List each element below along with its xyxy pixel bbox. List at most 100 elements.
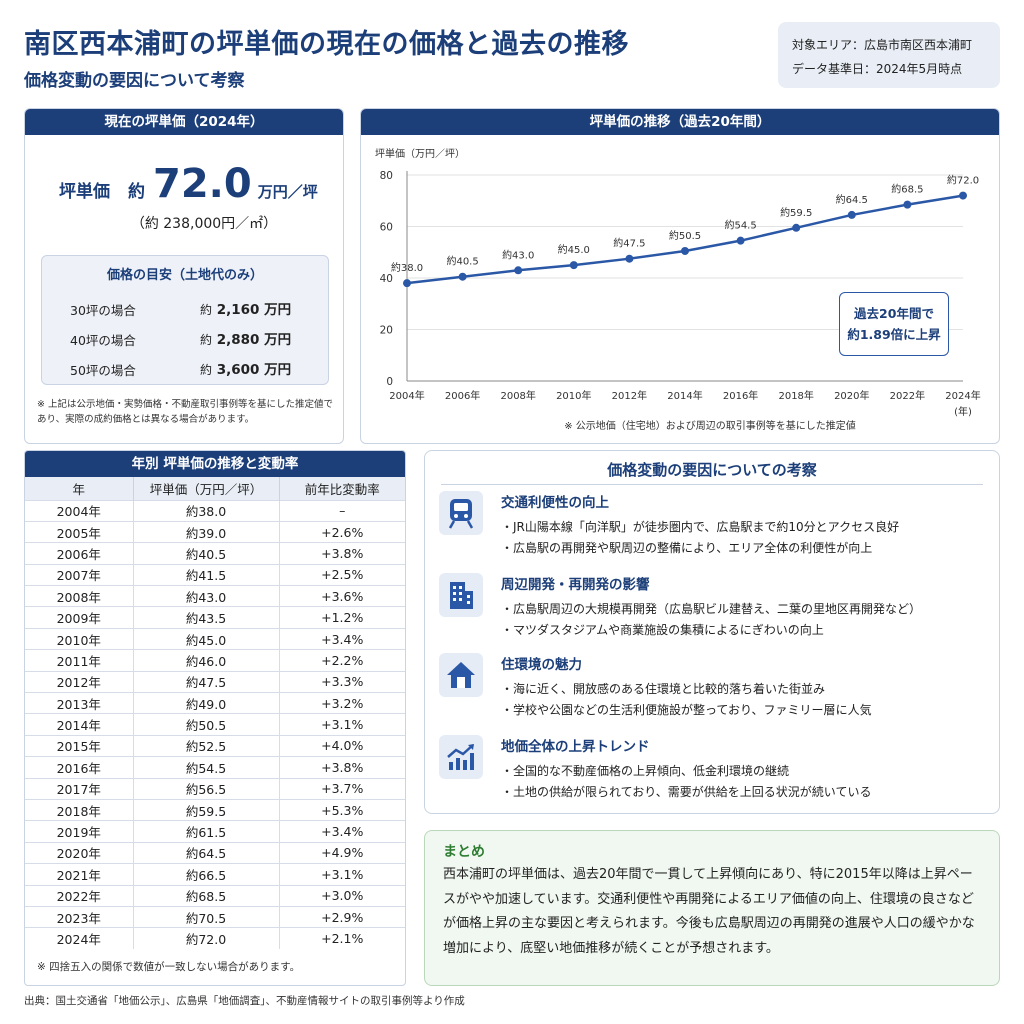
data-point xyxy=(569,261,578,270)
change-cell: +2.5% xyxy=(279,563,405,586)
factor-point: ・広島駅の再開発や駅周辺の整備により、エリア全体の利便性が向上 xyxy=(501,541,873,555)
change-cell: +4.9% xyxy=(279,841,405,864)
table-row: 2009年 約43.5 +1.2% xyxy=(25,606,405,629)
change-cell: +3.6% xyxy=(279,585,405,607)
factor-point: ・全国的な不動産価格の上昇傾向、低金利環境の継続 xyxy=(501,764,790,778)
x-tick-label: 2022年 xyxy=(890,389,925,402)
factor-title: 周辺開発・再開発の影響 xyxy=(501,577,650,593)
price-cell: 約43.0 xyxy=(133,585,280,607)
price-cell: 約72.0 xyxy=(133,927,280,950)
guide-label: 40坪の場合 xyxy=(70,333,136,348)
data-label: 約43.0 xyxy=(502,248,534,261)
data-date: データ基準日：2024年5月時点 xyxy=(792,62,963,76)
callout-line-2: 約1.89倍に上昇 xyxy=(847,327,941,342)
year-cell: 2024年 xyxy=(25,927,134,950)
guide-value: 2,160 万円 xyxy=(216,302,292,318)
change-cell: +3.1% xyxy=(279,863,405,886)
change-cell: +5.3% xyxy=(279,798,405,821)
guide-label: 50坪の場合 xyxy=(70,363,136,378)
factor-development: 周辺開発・再開発の影響 ・広島駅周辺の大規模再開発（広島駅ビル建替え、二葉の里地… xyxy=(439,573,989,643)
price-cell: 約50.5 xyxy=(133,713,280,736)
factor-title: 住環境の魅力 xyxy=(501,657,582,673)
price-cell: 約52.5 xyxy=(133,734,280,757)
table-row: 2006年 約40.5 +3.8% xyxy=(25,542,405,565)
x-tick-label: 2010年 xyxy=(556,389,591,402)
data-point xyxy=(458,272,467,281)
data-point xyxy=(681,246,689,255)
price-cell: 約66.5 xyxy=(133,863,280,886)
table-row: 2005年 約39.0 +2.6% xyxy=(25,520,405,543)
data-point xyxy=(792,223,801,232)
table-row: 2023年 約70.5 +2.9% xyxy=(25,905,405,928)
year-cell: 2011年 xyxy=(25,649,134,672)
change-cell: +3.4% xyxy=(279,820,405,843)
table-row: 2018年 約59.5 +5.3% xyxy=(25,798,405,821)
year-cell: 2023年 xyxy=(25,905,134,928)
table-row: 2008年 約43.0 +3.6% xyxy=(25,585,405,607)
factor-title: 地価全体の上昇トレンド xyxy=(501,739,650,755)
year-cell: 2010年 xyxy=(25,627,134,650)
year-cell: 2004年 xyxy=(25,499,134,522)
yearly-table-panel: 年別 坪単価の推移と変動率 年 坪単価（万円／坪） 前年比変動率 2004年 約3… xyxy=(24,450,406,986)
x-tick-label: 2016年 xyxy=(723,389,758,402)
trend-line-chart: 坪単価（万円／坪） 0 20 40 60 80 2004年 2006年 2008年 2010年 20… xyxy=(375,147,981,418)
change-cell: +3.1% xyxy=(279,713,405,736)
train-icon xyxy=(439,491,483,535)
guide-row: 50坪の場合 約 3,600 万円 xyxy=(70,360,302,379)
factor-point: ・海に近く、開放感のある住環境と比較的落ち着いた街並み xyxy=(501,682,826,696)
price-cell: 約40.5 xyxy=(133,542,280,565)
change-cell: +2.6% xyxy=(279,520,405,543)
table-row: 2004年 約38.0– xyxy=(25,499,405,522)
year-cell: 2009年 xyxy=(25,606,134,629)
y-axis-label: 坪単価（万円／坪） xyxy=(375,147,465,160)
price-cell: 約43.5 xyxy=(133,606,280,629)
price-value: 72.0 xyxy=(153,161,252,207)
data-point xyxy=(903,200,912,209)
year-cell: 2016年 xyxy=(25,756,134,779)
summary-panel: まとめ 西本浦町の坪単価は、過去20年間で一貫して上昇傾向にあり、特に2015年… xyxy=(424,830,1000,986)
source-note: 出典：国土交通省「地価公示」、広島県「地価調査」、不動産情報サイトの取引事例等よ… xyxy=(24,995,465,1007)
y-tick-label: 60 xyxy=(380,222,393,234)
year-cell: 2007年 xyxy=(25,563,134,586)
yearly-price-table: 年 坪単価（万円／坪） 前年比変動率 2004年 約38.0–2005年 約39.0… xyxy=(25,477,405,950)
year-cell: 2013年 xyxy=(25,692,134,714)
meta-info-box: 対象エリア：広島市南区西本浦町 データ基準日：2024年5月時点 xyxy=(778,22,1000,88)
chart-heading: 坪単価の推移（過去20年間） xyxy=(361,109,999,135)
price-approx: 約 xyxy=(128,182,145,202)
column-header-price: 坪単価（万円／坪） xyxy=(133,477,280,500)
growth-callout: 過去20年間で 約1.89倍に上昇 xyxy=(839,292,949,356)
price-cell: 約41.5 xyxy=(133,563,280,586)
year-cell: 2017年 xyxy=(25,777,134,800)
table-row: 2020年 約64.5 +4.9% xyxy=(25,841,405,864)
x-tick-label: 2012年 xyxy=(612,389,647,402)
data-label: 約68.5 xyxy=(891,183,923,196)
change-cell: +2.9% xyxy=(279,905,405,928)
target-area: 対象エリア：広島市南区西本浦町 xyxy=(792,38,973,52)
price-cell: 約49.0 xyxy=(133,692,280,714)
data-label: 約54.5 xyxy=(724,219,756,232)
change-cell: +1.2% xyxy=(279,606,405,629)
trend-chart-icon xyxy=(439,735,483,779)
price-label: 坪単価 xyxy=(59,182,110,202)
summary-text: 西本浦町の坪単価は、過去20年間で一貫して上昇傾向にあり、特に2015年以降は上… xyxy=(443,867,975,956)
x-tick-label: 2006年 xyxy=(445,389,480,402)
trend-chart-panel: 坪単価の推移（過去20年間） 坪単価（万円／坪） 0 20 40 60 80 2004年 20… xyxy=(360,108,1000,444)
data-point xyxy=(625,254,634,263)
data-label: 約40.5 xyxy=(446,255,478,268)
year-cell: 2014年 xyxy=(25,713,134,736)
year-cell: 2019年 xyxy=(25,820,134,843)
y-tick-label: 40 xyxy=(380,273,393,285)
x-tick-label: 2008年 xyxy=(500,389,535,402)
price-cell: 約45.0 xyxy=(133,627,280,650)
change-cell: +2.1% xyxy=(279,927,405,950)
current-price-panel: 現在の坪単価（2024年） 坪単価 約 72.0 万円／坪 （約 238,000… xyxy=(24,108,344,444)
data-point xyxy=(736,236,745,245)
data-point xyxy=(514,266,523,275)
table-row: 2015年 約52.5 +4.0% xyxy=(25,734,405,757)
factor-point: ・広島駅周辺の大規模再開発（広島駅ビル建替え、二葉の里地区再開発など） xyxy=(501,602,922,616)
price-cell: 約61.5 xyxy=(133,820,280,843)
factor-title: 交通利便性の向上 xyxy=(501,495,609,511)
price-cell: 約56.5 xyxy=(133,777,280,800)
price-cell: 約39.0 xyxy=(133,520,280,543)
guide-title: 価格の目安（土地代のみ） xyxy=(106,268,263,283)
